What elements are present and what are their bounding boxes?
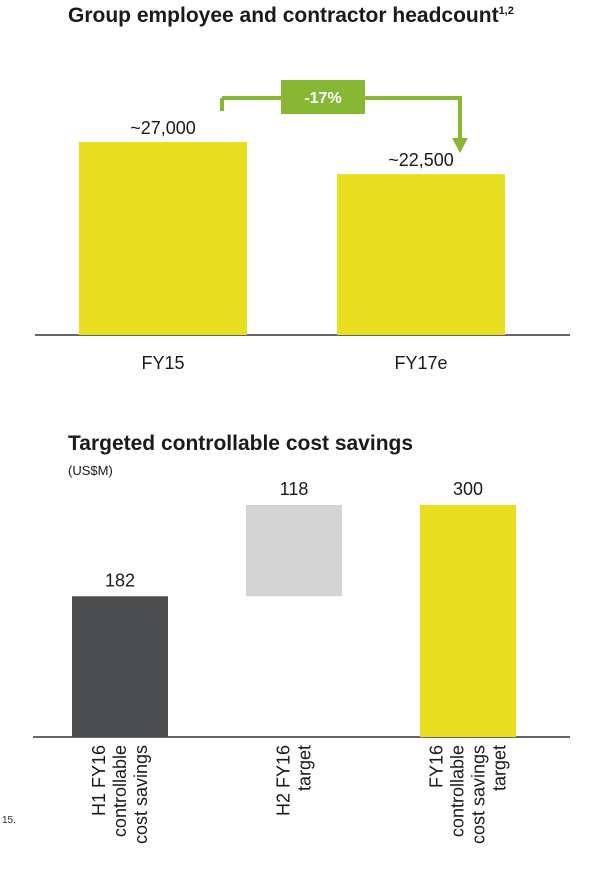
chart2-data-label: 118 xyxy=(280,479,309,499)
chart2-tick-label: cost savings xyxy=(131,745,151,844)
chart1-bar-fy15 xyxy=(79,142,247,335)
chart1-title-footnote-ref: 1,2 xyxy=(498,5,514,17)
footnote-fragment: 15. xyxy=(2,815,16,826)
chart1-bar-fy17e xyxy=(337,174,505,335)
chart1-title: Group employee and contractor headcount1… xyxy=(68,4,514,27)
chart1-data-label: ~27,000 xyxy=(130,118,196,138)
chart2-bar-2 xyxy=(246,505,342,597)
chart1-tick-label: FY15 xyxy=(141,353,184,373)
chart2-tick-label: H1 FY16 xyxy=(89,745,109,816)
chart2-tick-label: cost savings xyxy=(469,745,489,844)
chart2-unit-label: (US$M) xyxy=(68,463,113,478)
chart1-tick-label: FY17e xyxy=(394,353,447,373)
chart2-data-label: 182 xyxy=(105,570,135,590)
chart2-tick-label: target xyxy=(490,745,510,791)
chart1-annotation-text: -17% xyxy=(304,90,341,107)
chart2-tick-label: target xyxy=(295,745,315,791)
chart2-title: Targeted controllable cost savings xyxy=(68,432,414,455)
chart1-annotation-arrow-head xyxy=(452,138,468,153)
chart2-bar-1 xyxy=(72,596,168,737)
chart2-bar-3 xyxy=(420,505,516,737)
chart2-data-label: 300 xyxy=(453,479,483,499)
chart2-tick-label: controllable xyxy=(448,745,468,837)
chart2-tick-label: FY16 xyxy=(427,745,447,788)
chart1-annotation-box xyxy=(281,80,365,114)
chart1-data-label: ~22,500 xyxy=(388,150,454,170)
chart2-tick-label: H2 FY16 xyxy=(274,745,294,816)
chart2-tick-label: controllable xyxy=(110,745,130,837)
